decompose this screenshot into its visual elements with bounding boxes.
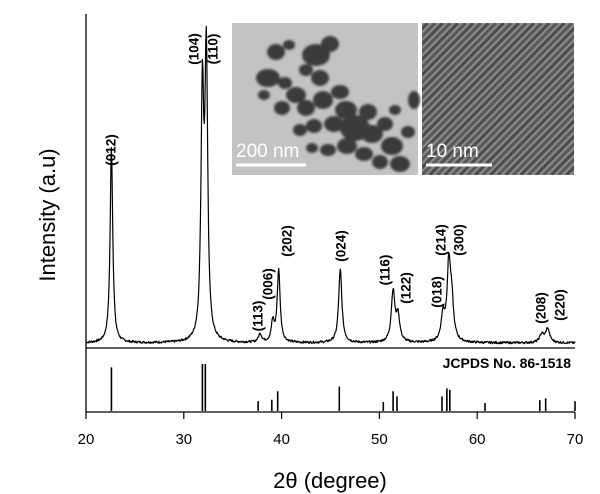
lattice-fringe [422, 23, 566, 170]
lattice-fringe [422, 23, 475, 78]
peak-labels: (012) (104) (110) (113)(006) (202) (024) (116)… [104, 33, 568, 331]
peak-label: (202) [280, 225, 295, 257]
lattice-fringe [422, 23, 513, 116]
lattice-fringe [527, 126, 574, 175]
lattice-fringe [422, 23, 460, 62]
lattice-fringe [422, 23, 467, 70]
hrtem-lattice-fringes [422, 23, 600, 175]
lattice-fringe [474, 72, 574, 175]
reference-sticks [110, 364, 576, 411]
x-tick-label: 70 [567, 431, 584, 448]
lattice-fringe [504, 103, 574, 175]
peak-label: (024) [334, 230, 349, 262]
lattice-fringe [582, 23, 600, 175]
lattice-fringe [422, 23, 574, 175]
lattice-fringe [466, 64, 574, 175]
lattice-fringe [572, 172, 574, 175]
peak-label: (214) [434, 224, 449, 256]
hrtem-inset: 10 nm [422, 23, 600, 175]
tem-scale-label: 200 nm [236, 141, 299, 162]
x-tick-label: 30 [175, 431, 192, 448]
peak-label: (300) [452, 224, 467, 256]
peak-label: (113) [251, 301, 266, 332]
x-tick-label: 50 [371, 431, 388, 448]
lattice-fringe [519, 118, 574, 175]
lattice-fringe [422, 23, 536, 139]
lattice-fringe [481, 80, 574, 175]
lattice-fringe [422, 23, 482, 85]
x-ticks: 20 30 40 50 60 70 [78, 412, 584, 448]
peak-label: (116) [378, 255, 393, 286]
x-axis-title: 2θ (degree) [273, 468, 387, 493]
lattice-fringe [542, 141, 574, 175]
lattice-fringe [458, 57, 574, 175]
lattice-fringe [422, 23, 520, 124]
lattice-fringe [534, 134, 574, 175]
lattice-fringe [422, 23, 528, 132]
lattice-fringe [422, 23, 490, 93]
tem-particle-cluster [256, 36, 420, 172]
lattice-fringe [451, 49, 574, 175]
lattice-fringe [422, 23, 452, 55]
x-tick-label: 20 [78, 431, 95, 448]
lattice-fringe [422, 23, 498, 101]
lattice-fringe [489, 88, 574, 175]
xrd-pattern-line [85, 25, 576, 345]
peak-label: (104) [187, 33, 202, 65]
lattice-fringe [422, 23, 558, 162]
lattice-fringe [422, 23, 543, 147]
lattice-fringe [436, 34, 574, 175]
lattice-fringe [422, 23, 551, 155]
peak-label: (110) [206, 34, 221, 65]
y-axis-title: Intensity (a.u) [35, 148, 60, 281]
peak-label: (006) [261, 268, 276, 300]
peak-label: (208) [534, 292, 549, 324]
lattice-fringe [428, 26, 574, 175]
lattice-fringe [496, 95, 574, 175]
reference-card-label: JCPDS No. 86-1518 [443, 355, 572, 371]
peak-label: (220) [553, 289, 568, 321]
x-tick-label: 40 [273, 431, 290, 448]
peak-label: (018) [430, 276, 445, 308]
x-tick-label: 60 [469, 431, 486, 448]
peak-label: (012) [104, 134, 119, 166]
lattice-fringe [443, 41, 574, 175]
hrtem-scale-label: 10 nm [426, 141, 479, 162]
lattice-fringe [589, 23, 600, 175]
lattice-fringe [512, 111, 574, 175]
tem-inset: 200 nm [232, 23, 420, 175]
peak-label: (122) [399, 272, 414, 304]
lattice-fringe [422, 23, 505, 108]
